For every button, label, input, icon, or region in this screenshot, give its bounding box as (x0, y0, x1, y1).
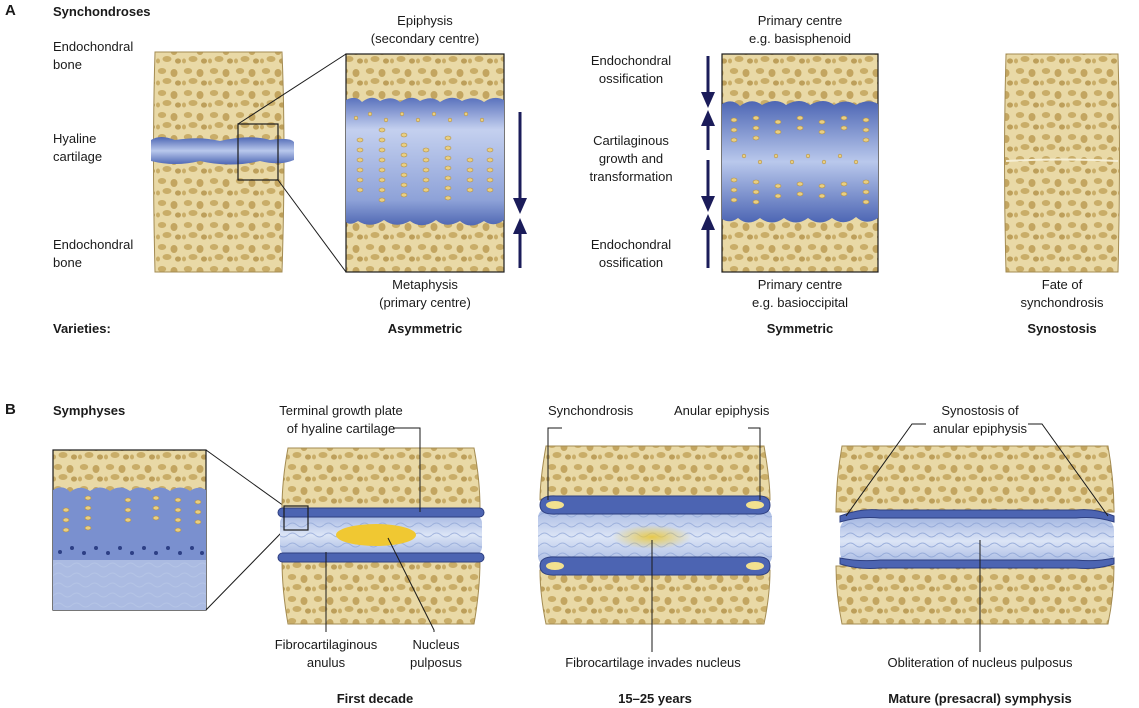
label-epiphysis: Epiphysis (secondary centre) (370, 13, 480, 46)
growth-arrow-head-down (513, 198, 527, 214)
label-synchondrosis: Synchondrosis (548, 403, 634, 418)
label-fibrocartilage-invades: Fibrocartilage invades nucleus (565, 655, 741, 670)
young-adult-disc (538, 427, 772, 652)
panel-a-letter: A (5, 2, 16, 19)
panel-a-title: Synchondroses (53, 4, 151, 19)
label-primary-centre-bottom: Primary centre e.g. basioccipital (751, 277, 849, 310)
label-endochondral-ossification-top: Endochondral ossification (590, 53, 672, 86)
label-endochondral-ossification-bottom: Endochondral ossification (590, 237, 672, 270)
bone-column-a1 (151, 51, 347, 273)
label-fibrocartilaginous-anulus: Fibrocartilaginous anulus (274, 637, 378, 670)
variety-symmetric: Symmetric (766, 321, 834, 336)
stage-first-decade: First decade (336, 691, 414, 706)
label-synostosis-anular: Synostosis of anular epiphysis (933, 403, 1027, 436)
chondrocyte-columns (353, 111, 494, 203)
nucleus-pulposus-shape (336, 524, 416, 546)
synostosis-column (1004, 53, 1120, 273)
growth-arrow-head-up (513, 218, 527, 234)
label-obliteration: Obliteration of nucleus pulposus (887, 655, 1073, 670)
label-metaphysis: Metaphysis (primary centre) (379, 277, 471, 310)
hyaline-cartilage-band (151, 137, 294, 165)
asymmetric-detail (345, 53, 527, 273)
label-varieties: Varieties: (53, 321, 111, 336)
label-endochondral-bone-top: Endochondral bone (53, 39, 134, 72)
panel-b-title: Symphyses (53, 403, 126, 418)
label-endochondral-bone-bottom: Endochondral bone (53, 237, 134, 270)
chondrocyte-columns-symmetric (730, 115, 870, 205)
variety-synostosis: Synostosis (1027, 321, 1097, 336)
zoom-box (237, 123, 279, 181)
label-anular-epiphysis: Anular epiphysis (674, 403, 770, 418)
label-nucleus-pulposus: Nucleus pulposus (409, 637, 463, 670)
stage-15-25-years: 15–25 years (618, 691, 692, 706)
symphysis-detail-box (52, 449, 285, 611)
label-cartilaginous-growth: Cartilaginous growth and transformation (589, 133, 673, 184)
variety-asymmetric: Asymmetric (387, 321, 463, 336)
label-hyaline-cartilage: Hyaline cartilage (53, 131, 103, 164)
label-primary-centre-top: Primary centre e.g. basisphenoid (749, 13, 851, 46)
panel-b-letter: B (5, 401, 16, 418)
label-fate-of-synchondrosis: Fate of synchondrosis (1020, 277, 1104, 310)
stage-mature-symphysis: Mature (presacral) symphysis (888, 691, 1072, 706)
mature-symphysis-disc (835, 423, 1115, 652)
first-decade-disc (277, 427, 485, 632)
label-terminal-growth-plate: Terminal growth plate of hyaline cartila… (279, 403, 403, 436)
symmetric-detail (701, 53, 879, 273)
